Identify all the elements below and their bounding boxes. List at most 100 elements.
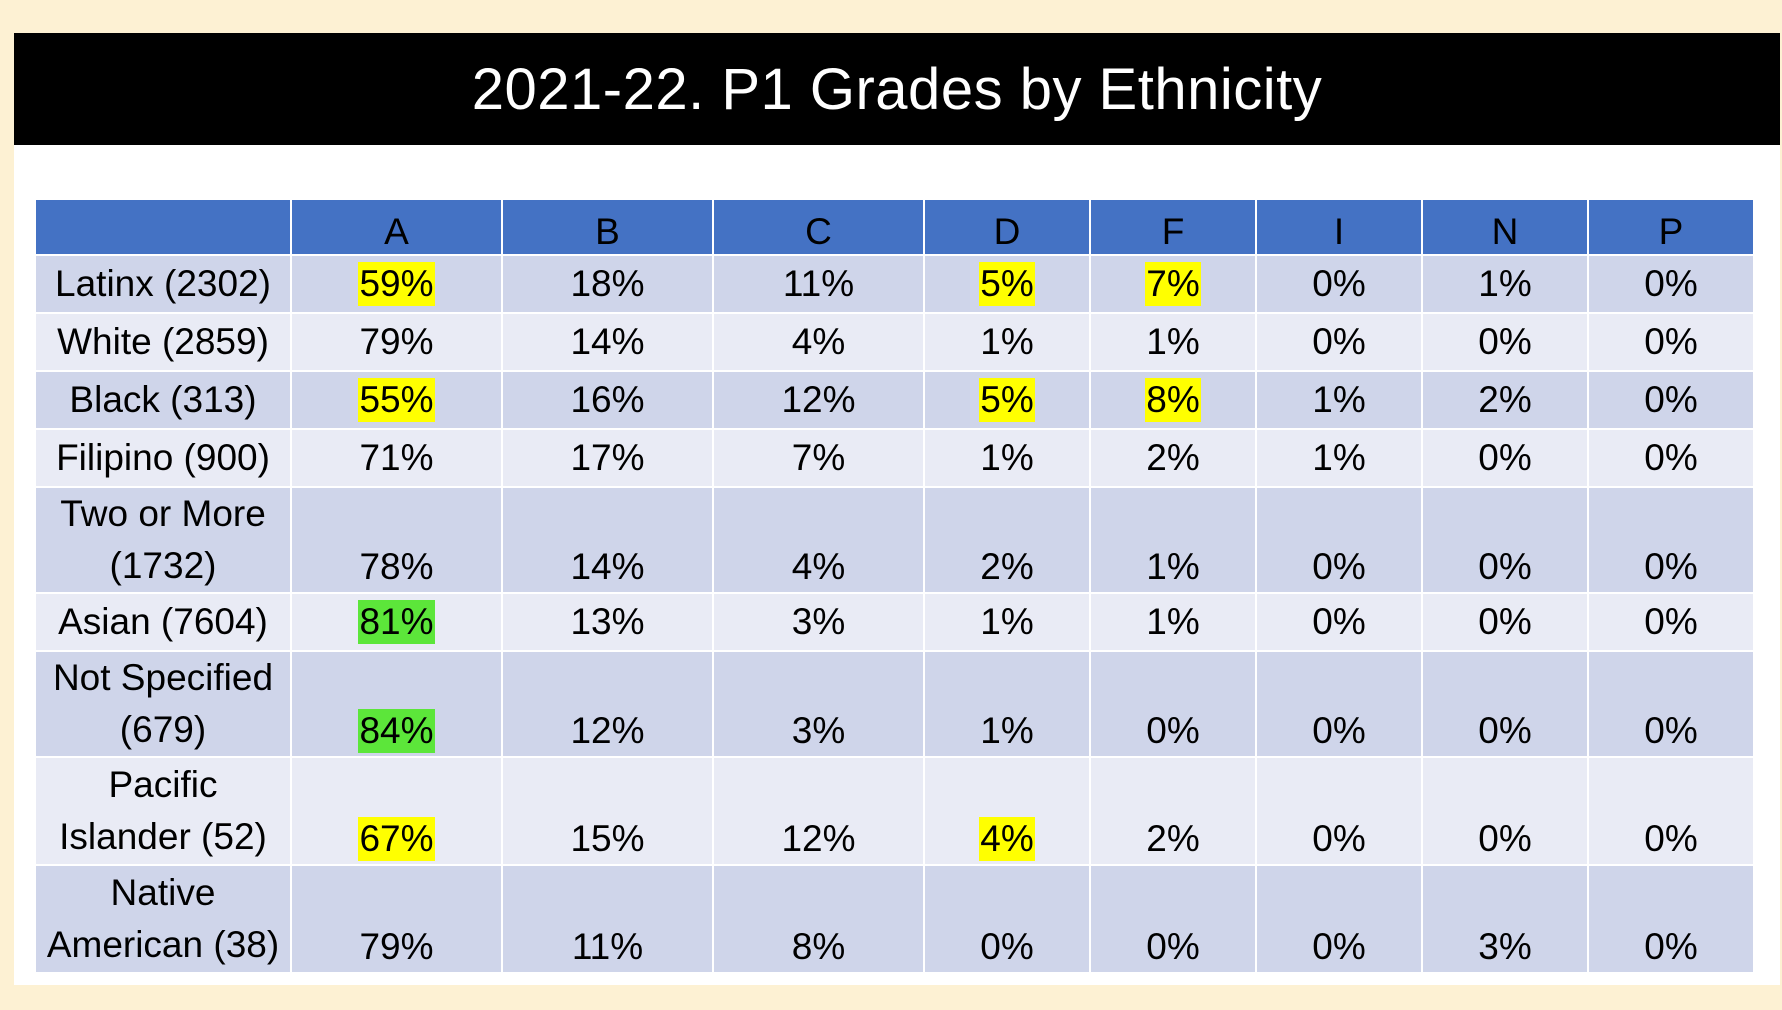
cell-f: 0%: [1089, 864, 1257, 974]
cell-i: 1%: [1255, 428, 1423, 488]
cell-value: 0%: [1644, 926, 1698, 967]
cell-value: 71%: [359, 437, 434, 478]
cell-c: 4%: [712, 486, 925, 594]
cell-d: 0%: [923, 864, 1091, 974]
table-row: Not Specified (679) 84% 12% 3% 1% 0% 0% 0% 0%: [34, 650, 1755, 758]
cell-c: 12%: [712, 370, 925, 430]
cell-value: 8%: [791, 926, 846, 967]
cell-value: 79%: [359, 321, 434, 362]
highlighted-value: 84%: [358, 709, 435, 753]
cell-d: 1%: [923, 592, 1091, 652]
highlighted-value: 4%: [979, 817, 1035, 861]
cell-value: 4%: [791, 546, 846, 587]
cell-a: 71%: [290, 428, 503, 488]
cell-value: 0%: [1312, 263, 1366, 304]
cell-f: 0%: [1089, 650, 1257, 758]
cell-value: 0%: [1644, 437, 1698, 478]
cell-n: 3%: [1421, 864, 1589, 974]
column-header-i: I: [1255, 198, 1423, 256]
cell-n: 0%: [1421, 428, 1589, 488]
column-header-a: A: [290, 198, 503, 256]
cell-b: 16%: [501, 370, 714, 430]
cell-value: 0%: [1312, 926, 1366, 967]
cell-i: 0%: [1255, 864, 1423, 974]
cell-value: 0%: [1478, 710, 1532, 751]
cell-value: 2%: [1146, 437, 1200, 478]
cell-value: 0%: [1644, 321, 1698, 362]
cell-b: 17%: [501, 428, 714, 488]
cell-i: 0%: [1255, 312, 1423, 372]
cell-value: 1%: [1146, 601, 1200, 642]
cell-value: 1%: [1312, 437, 1366, 478]
highlighted-value: 8%: [1145, 378, 1201, 422]
row-label: Filipino (900): [34, 428, 292, 488]
cell-b: 12%: [501, 650, 714, 758]
cell-value: 2%: [1146, 818, 1200, 859]
cell-a: 81%: [290, 592, 503, 652]
cell-p: 0%: [1587, 756, 1755, 866]
cell-i: 0%: [1255, 650, 1423, 758]
table-row: Filipino (900) 71% 17% 7% 1% 2% 1% 0% 0%: [34, 428, 1755, 488]
cell-b: 14%: [501, 486, 714, 594]
cell-d: 5%: [923, 254, 1091, 314]
highlighted-value: 5%: [979, 378, 1035, 422]
cell-value: 0%: [1312, 321, 1366, 362]
cell-value: 3%: [791, 601, 846, 642]
cell-p: 0%: [1587, 370, 1755, 430]
cell-value: 0%: [1478, 818, 1532, 859]
cell-value: 79%: [359, 926, 434, 967]
cell-value: 13%: [570, 601, 645, 642]
cell-value: 0%: [1312, 546, 1366, 587]
column-header-b: B: [501, 198, 714, 256]
cell-value: 1%: [980, 437, 1034, 478]
cell-value: 4%: [791, 321, 846, 362]
row-label-line: American (38): [46, 924, 280, 965]
cell-c: 7%: [712, 428, 925, 488]
cell-a: 84%: [290, 650, 503, 758]
row-label: White (2859): [34, 312, 292, 372]
cell-f: 8%: [1089, 370, 1257, 430]
row-label-line: Native: [110, 872, 216, 913]
cell-p: 0%: [1587, 650, 1755, 758]
cell-d: 5%: [923, 370, 1091, 430]
table-row: Asian (7604) 81% 13% 3% 1% 1% 0% 0% 0%: [34, 592, 1755, 652]
row-label-line: Pacific: [108, 764, 218, 805]
cell-p: 0%: [1587, 864, 1755, 974]
cell-a: 55%: [290, 370, 503, 430]
cell-value: 0%: [1644, 263, 1698, 304]
highlighted-value: 55%: [358, 378, 435, 422]
cell-n: 0%: [1421, 312, 1589, 372]
cell-value: 0%: [1146, 710, 1200, 751]
cell-value: 0%: [1146, 926, 1200, 967]
cell-c: 8%: [712, 864, 925, 974]
cell-c: 3%: [712, 592, 925, 652]
cell-p: 0%: [1587, 254, 1755, 314]
cell-value: 15%: [570, 818, 645, 859]
cell-n: 0%: [1421, 756, 1589, 866]
cell-value: 0%: [1312, 710, 1366, 751]
cell-value: 12%: [570, 710, 645, 751]
cell-value: 0%: [1644, 546, 1698, 587]
cell-b: 15%: [501, 756, 714, 866]
slide-title: 2021-22. P1 Grades by Ethnicity: [471, 56, 1323, 122]
cell-a: 67%: [290, 756, 503, 866]
cell-value: 7%: [791, 437, 846, 478]
column-header-c: C: [712, 198, 925, 256]
cell-value: 12%: [781, 818, 856, 859]
cell-d: 1%: [923, 428, 1091, 488]
cell-p: 0%: [1587, 486, 1755, 594]
cell-value: 3%: [1478, 926, 1532, 967]
row-label: Latinx (2302): [34, 254, 292, 314]
column-header-n: N: [1421, 198, 1589, 256]
table-row: Black (313) 55% 16% 12% 5% 8% 1% 2% 0%: [34, 370, 1755, 430]
cell-p: 0%: [1587, 312, 1755, 372]
cell-value: 14%: [570, 546, 645, 587]
row-label: Not Specified (679): [34, 650, 292, 758]
cell-value: 1%: [1312, 379, 1366, 420]
cell-f: 1%: [1089, 312, 1257, 372]
cell-c: 4%: [712, 312, 925, 372]
table-row: Pacific Islander (52) 67% 15% 12% 4% 2% 0% 0% 0%: [34, 756, 1755, 866]
cell-n: 0%: [1421, 650, 1589, 758]
cell-value: 17%: [570, 437, 645, 478]
cell-i: 0%: [1255, 592, 1423, 652]
